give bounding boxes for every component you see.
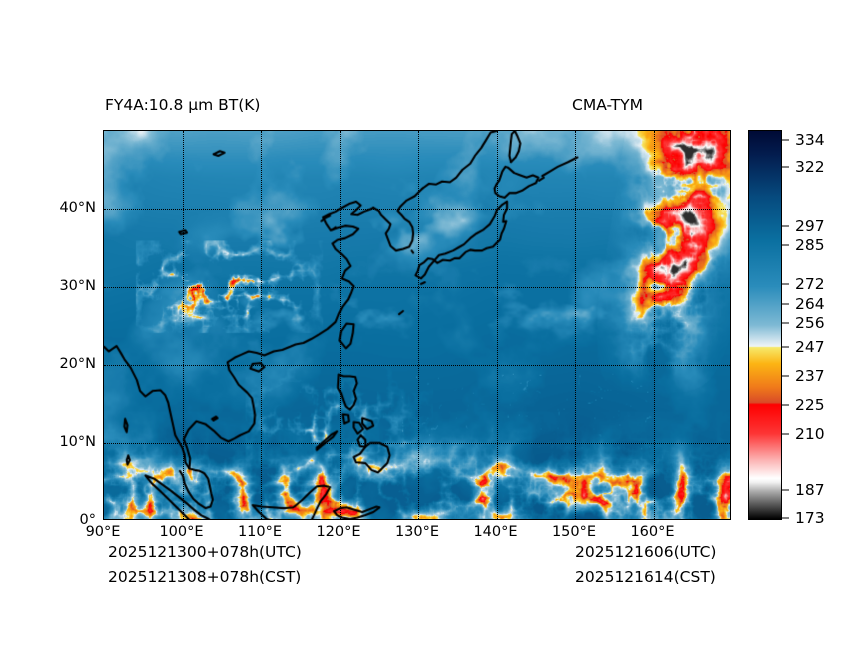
colorbar-tick-value: 285 — [795, 236, 825, 255]
colorbar-tick-value: 272 — [795, 275, 825, 294]
latitude-axis-labels: 0° 10°N 20°N 30°N 40°N — [20, 130, 96, 528]
colorbar-tick-labels: 334 322 297 285 272 264 256 247 237 225 210 187 173 — [782, 130, 860, 527]
longitude-tick-label: 160°E — [630, 524, 675, 540]
colorbar-tick-value: 264 — [795, 294, 825, 313]
latitude-tick-label: 0° — [79, 512, 96, 528]
longitude-tick-label: 150°E — [551, 524, 597, 540]
colorbar-tick-mark — [782, 375, 789, 377]
longitude-tick-label: 110°E — [237, 524, 283, 540]
colorbar-tick-value: 173 — [795, 509, 825, 528]
longitude-axis-labels: 90°E 100°E 110°E 120°E 130°E 140°E 150°E 160°E — [86, 524, 731, 546]
timestamp-footer: 2025121300+078h(UTC) 2025121606(UTC) 202… — [103, 543, 763, 593]
colorbar-gradient — [748, 130, 782, 520]
colorbar-tick-mark — [782, 139, 789, 141]
forecast-init-utc: 2025121300+078h(UTC) — [108, 543, 302, 561]
longitude-tick-label: 120°E — [316, 524, 361, 540]
longitude-tick-label: 130°E — [394, 524, 440, 540]
colorbar-tick-mark — [782, 225, 789, 227]
latitude-tick-label: 20°N — [59, 356, 96, 372]
colorbar-tick-mark — [782, 517, 789, 519]
forecast-init-cst: 2025121308+078h(CST) — [108, 568, 302, 586]
colorbar-tick-value: 225 — [795, 395, 825, 414]
colorbar-tick-value: 322 — [795, 158, 825, 177]
colorbar-tick-mark — [782, 489, 789, 491]
valid-time-cst: 2025121614(CST) — [575, 568, 716, 586]
latitude-tick-label: 40°N — [59, 200, 96, 216]
satellite-imagery-canvas — [104, 131, 730, 519]
timestamp-row-cst: 2025121308+078h(CST) 2025121614(CST) — [103, 568, 763, 593]
colorbar-tick-value: 334 — [795, 131, 825, 150]
colorbar-tick-mark — [782, 303, 789, 305]
colorbar-tick-mark — [782, 283, 789, 285]
valid-time-utc: 2025121606(UTC) — [575, 543, 717, 561]
chart-title-left: FY4A:10.8 μm BT(K) — [105, 96, 261, 114]
colorbar-tick-value: 187 — [795, 480, 825, 499]
chart-title-right: CMA-TYM — [572, 96, 643, 114]
colorbar-tick-value: 210 — [795, 425, 825, 444]
colorbar-tick-mark — [782, 244, 789, 246]
colorbar-tick-mark — [782, 404, 789, 406]
colorbar-tick-value: 297 — [795, 216, 825, 235]
colorbar-tick-mark — [782, 346, 789, 348]
longitude-tick-label: 140°E — [473, 524, 518, 540]
timestamp-row-utc: 2025121300+078h(UTC) 2025121606(UTC) — [103, 543, 763, 568]
colorbar-tick-value: 256 — [795, 314, 825, 333]
longitude-tick-label: 90°E — [85, 524, 121, 540]
latitude-tick-label: 10°N — [59, 434, 96, 450]
colorbar-tick-mark — [782, 433, 789, 435]
colorbar-tick-value: 237 — [795, 367, 825, 386]
longitude-tick-label: 100°E — [159, 524, 204, 540]
latitude-tick-label: 30°N — [59, 278, 96, 294]
colorbar-tick-mark — [782, 322, 789, 324]
satellite-map-plot — [103, 130, 731, 520]
colorbar: 334 322 297 285 272 264 256 247 237 225 210 187 173 — [748, 130, 825, 527]
colorbar-tick-value: 247 — [795, 337, 825, 356]
colorbar-tick-mark — [782, 166, 789, 168]
